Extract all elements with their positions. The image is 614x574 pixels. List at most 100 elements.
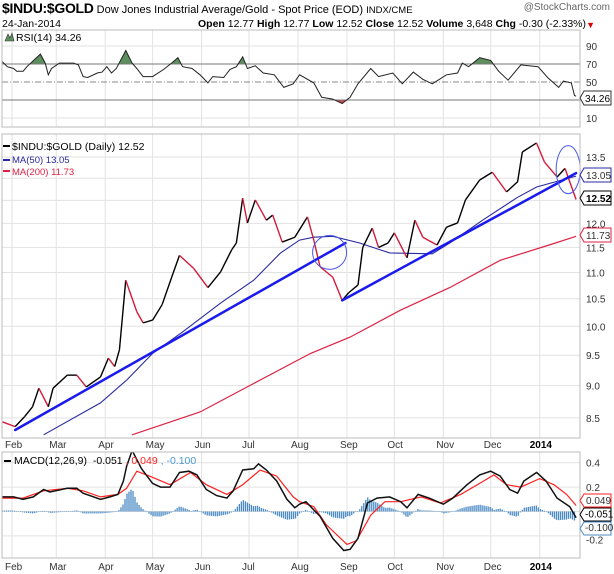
histogram-bar — [232, 511, 234, 512]
histogram-bar — [561, 511, 564, 520]
histogram-bar — [423, 510, 425, 512]
histogram-bar — [210, 511, 212, 516]
price-segment — [38, 387, 49, 408]
histogram-bar — [304, 509, 307, 512]
exchange: INDX/CME — [366, 5, 413, 16]
price-value-boxes: 13.05 12.52 11.73 — [579, 167, 612, 243]
histogram-bar — [559, 511, 562, 521]
histogram-bar — [471, 505, 473, 512]
histogram-bar — [110, 511, 112, 513]
price-panel-border — [1, 133, 581, 439]
histogram-bar — [164, 511, 166, 516]
price-segment — [125, 280, 138, 313]
histogram-bar — [188, 509, 190, 512]
histogram-bar — [294, 511, 297, 519]
histogram-bar — [198, 510, 200, 512]
histogram-bar — [64, 511, 66, 512]
histogram-bar — [272, 511, 275, 514]
histogram-bar — [268, 511, 271, 512]
histogram-bar — [162, 511, 164, 516]
histogram-bar — [224, 511, 226, 515]
histogram-bar — [70, 511, 72, 512]
histogram-bar — [563, 511, 566, 520]
price-segment — [254, 199, 267, 221]
histogram-bar — [487, 506, 489, 512]
histogram-bar — [385, 507, 387, 512]
price-segment — [543, 161, 558, 178]
macd-value-box — [579, 507, 612, 522]
histogram-bar — [154, 511, 156, 517]
histogram-bar — [469, 506, 471, 512]
histogram-bar — [112, 511, 114, 513]
month-label: Aug — [291, 440, 309, 451]
histogram-bar — [359, 509, 361, 512]
high-value: 12.77 — [283, 18, 310, 30]
histogram-bar — [166, 511, 168, 515]
price-segment — [76, 374, 87, 388]
quote-date: 24-Jan-2014 — [2, 18, 61, 30]
gridlines — [2, 30, 580, 558]
price-segment — [362, 227, 373, 248]
histogram-bar — [497, 508, 499, 512]
histogram-bar — [533, 505, 535, 512]
histogram-bar — [56, 511, 58, 513]
histogram-bar — [216, 511, 218, 517]
histogram-bar — [234, 509, 236, 512]
histogram-bar — [445, 511, 447, 514]
rsi-panel-border — [1, 29, 581, 128]
price-segment — [387, 232, 395, 244]
histogram-bar — [485, 506, 487, 512]
price-segment — [414, 219, 424, 238]
month-label: Sep — [340, 440, 358, 451]
price-segment — [306, 216, 315, 241]
close-value: 12.52 — [397, 18, 424, 30]
histogram-bar — [381, 505, 383, 512]
macd-legend-macd: -0.051 — [93, 455, 123, 467]
trendline — [13, 241, 347, 432]
histogram-bar — [2, 510, 4, 512]
description: Dow Jones Industrial Average/Gold - Spot… — [96, 4, 364, 16]
histogram-bar — [537, 507, 539, 512]
histogram-bar — [567, 511, 570, 519]
price-segment — [179, 254, 195, 269]
histogram-bar — [361, 506, 363, 512]
brand[interactable]: @StockCharts.com — [523, 2, 610, 13]
price-segment — [446, 222, 458, 228]
price-segment — [246, 199, 256, 224]
histogram-bar — [347, 511, 349, 516]
month-label: Oct — [387, 562, 403, 573]
price-segment — [479, 171, 493, 181]
price-segment — [556, 167, 566, 178]
price-segment — [357, 247, 364, 286]
price-segment — [24, 406, 34, 418]
ma50-legend-swatch — [3, 159, 10, 161]
histogram-bar — [541, 509, 543, 512]
price-segment — [516, 151, 524, 182]
histogram-bar — [66, 511, 68, 512]
price-panel — [2, 142, 581, 436]
month-label: May — [146, 440, 165, 451]
histogram-bar — [148, 511, 150, 514]
histogram-bar — [9, 510, 12, 512]
histogram-bar — [226, 511, 228, 515]
histogram-bar — [140, 507, 142, 512]
histogram-bar — [276, 511, 279, 516]
histogram-bar — [240, 501, 243, 512]
histogram-bar — [331, 511, 333, 517]
histogram-bar — [122, 504, 124, 512]
price-legend-text: $INDU:$GOLD (Daily) 12.52 — [12, 141, 145, 153]
histogram-bar — [178, 506, 180, 512]
price-segment — [207, 271, 222, 289]
histogram-bar — [479, 504, 481, 512]
price-segment — [14, 416, 26, 428]
macd-legend-name: MACD(12,26,9) — [14, 455, 87, 467]
histogram-bar — [246, 502, 249, 512]
histogram-bar — [326, 511, 329, 515]
histogram-bar — [52, 511, 54, 513]
histogram-bar — [415, 510, 417, 512]
axes: 90 70 50 10 8.5 9.0 9.5 10.0 10.5 11.0 11.5 12.0 13.… — [1, 29, 606, 573]
histogram-bar — [182, 507, 184, 512]
price-value-box — [579, 190, 612, 206]
price-segment — [436, 226, 448, 246]
histogram-bar — [128, 491, 130, 512]
